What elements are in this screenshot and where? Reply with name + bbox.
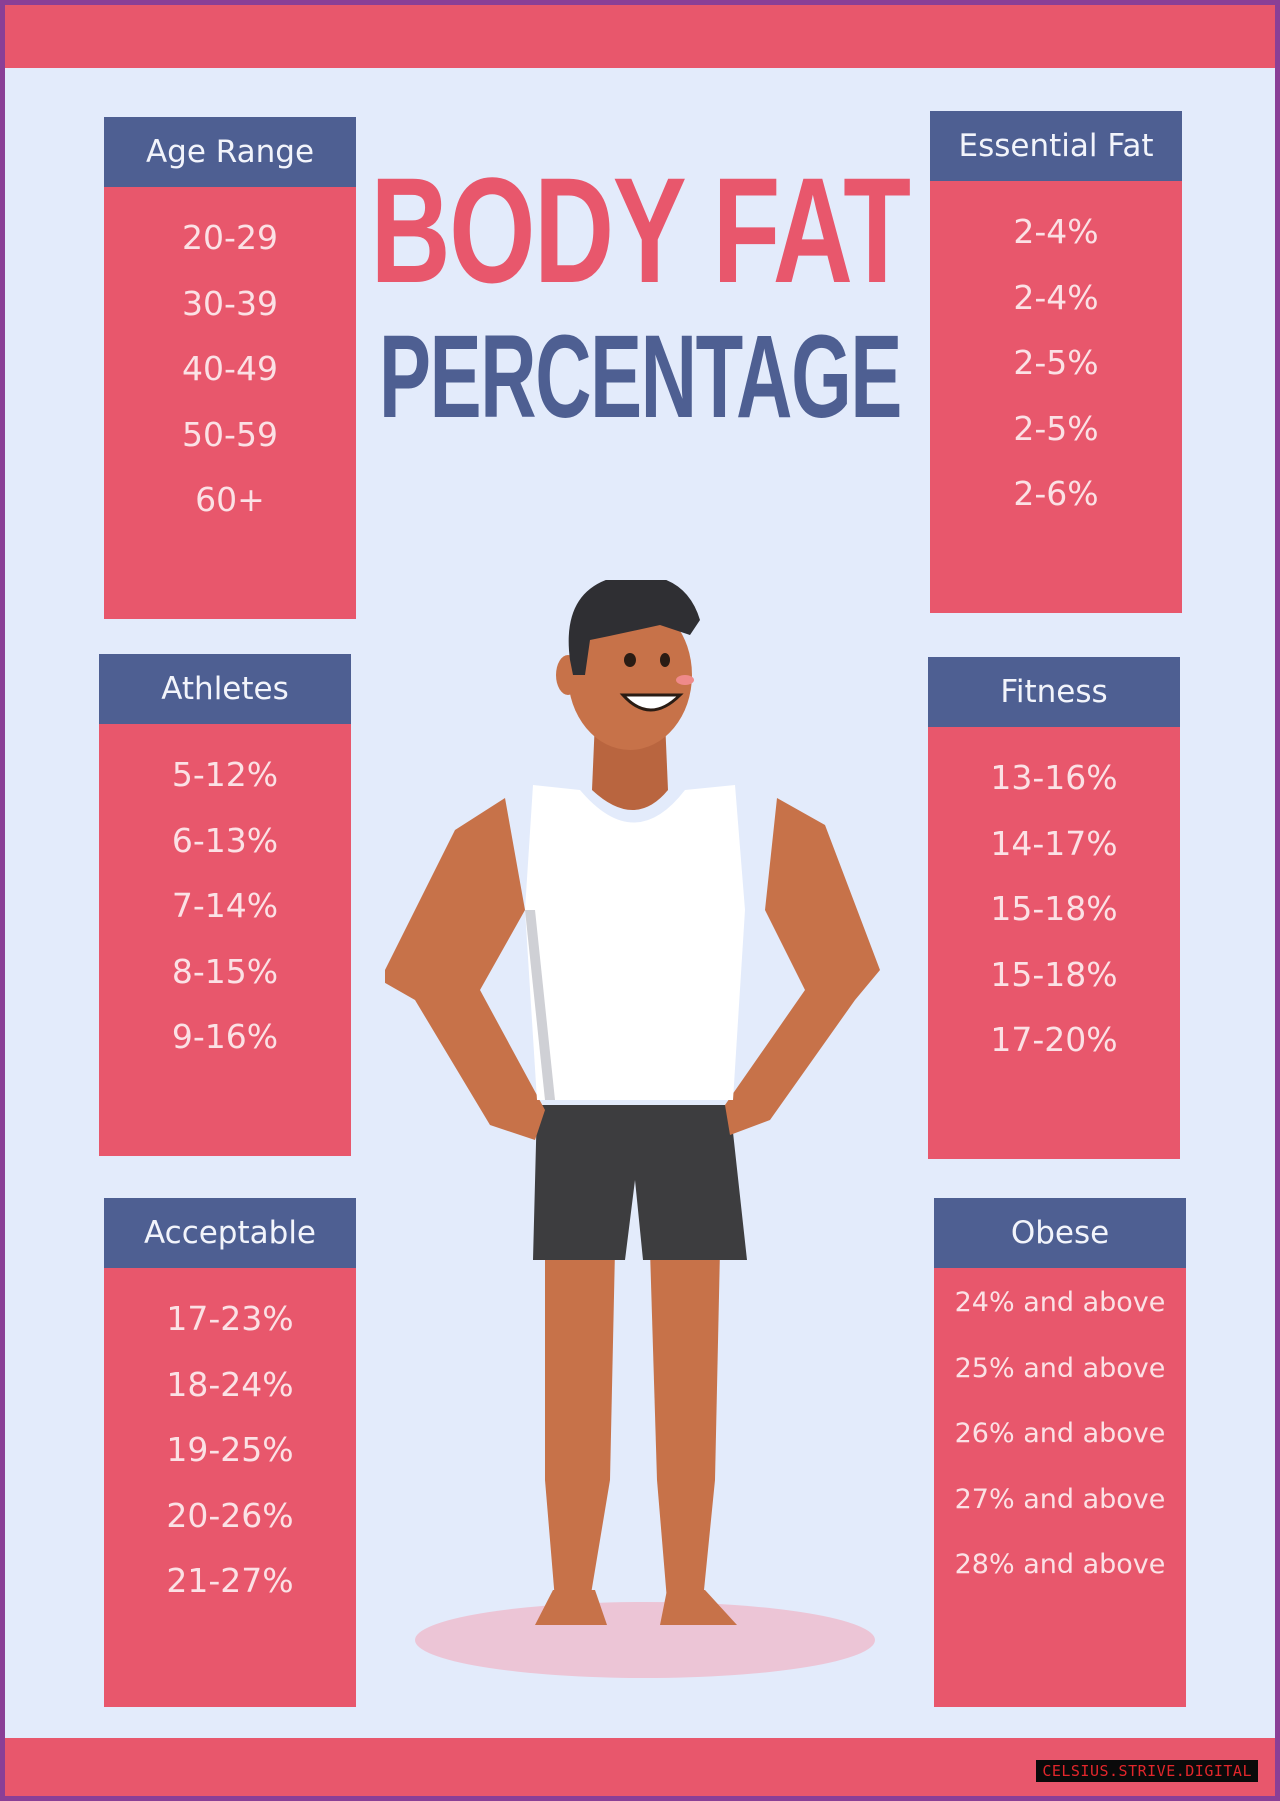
panel-row: 24% and above bbox=[954, 1287, 1166, 1319]
panel-row: 20-26% bbox=[166, 1495, 294, 1535]
panel-row: 13-16% bbox=[990, 758, 1118, 798]
panel-row: 15-18% bbox=[990, 954, 1118, 994]
panel-row: 7-14% bbox=[171, 886, 279, 926]
title-body-fat: BODY FAT bbox=[370, 146, 911, 314]
panel-row: 8-15% bbox=[171, 951, 279, 991]
infographic-page: BODY FAT PERCENTAGE Age Range 20-29 30-3… bbox=[5, 5, 1275, 1796]
panel-row: 15-18% bbox=[990, 889, 1118, 929]
panel-row: 18-24% bbox=[166, 1364, 294, 1404]
title-percentage: PERCENTAGE bbox=[379, 311, 902, 443]
panel-row: 28% and above bbox=[954, 1549, 1166, 1581]
watermark-label: CELSIUS.STRIVE.DIGITAL bbox=[1036, 1760, 1258, 1782]
man-standing-illustration-icon bbox=[385, 580, 880, 1678]
panel-row: 2-4% bbox=[1013, 277, 1099, 317]
panel-row: 6-13% bbox=[171, 820, 279, 860]
panel-row: 19-25% bbox=[166, 1430, 294, 1470]
panel-row: 2-4% bbox=[1013, 212, 1099, 252]
panel-row: 14-17% bbox=[990, 823, 1118, 863]
panel-row: 20-29 bbox=[182, 218, 278, 258]
panel-row: 9-16% bbox=[171, 1017, 279, 1057]
panel-row: 2-5% bbox=[1013, 343, 1099, 383]
panel-acceptable: Acceptable 17-23% 18-24% 19-25% 20-26% 2… bbox=[104, 1198, 356, 1707]
panel-header: Age Range bbox=[104, 117, 356, 187]
panel-obese: Obese 24% and above 25% and above 26% an… bbox=[934, 1198, 1186, 1707]
panel-header: Athletes bbox=[99, 654, 351, 724]
panel-age-range: Age Range 20-29 30-39 40-49 50-59 60+ bbox=[104, 117, 356, 619]
panel-header: Obese bbox=[934, 1198, 1186, 1268]
panel-row: 60+ bbox=[195, 480, 265, 520]
panel-row: 26% and above bbox=[954, 1418, 1166, 1450]
panel-row: 5-12% bbox=[171, 755, 279, 795]
panel-row: 50-59 bbox=[182, 414, 278, 454]
panel-essential-fat: Essential Fat 2-4% 2-4% 2-5% 2-5% 2-6% bbox=[930, 111, 1182, 613]
panel-fitness: Fitness 13-16% 14-17% 15-18% 15-18% 17-2… bbox=[928, 657, 1180, 1159]
top-banner bbox=[5, 5, 1275, 68]
panel-athletes: Athletes 5-12% 6-13% 7-14% 8-15% 9-16% bbox=[99, 654, 351, 1156]
panel-header: Acceptable bbox=[104, 1198, 356, 1268]
panel-row: 27% and above bbox=[954, 1483, 1166, 1515]
panel-row: 17-20% bbox=[990, 1020, 1118, 1060]
panel-row: 21-27% bbox=[166, 1561, 294, 1601]
panel-row: 2-6% bbox=[1013, 474, 1099, 514]
panel-row: 30-39 bbox=[182, 283, 278, 323]
panel-row: 17-23% bbox=[166, 1299, 294, 1339]
panel-row: 25% and above bbox=[954, 1352, 1166, 1384]
panel-row: 40-49 bbox=[182, 349, 278, 389]
panel-row: 2-5% bbox=[1013, 408, 1099, 448]
panel-header: Fitness bbox=[928, 657, 1180, 727]
panel-header: Essential Fat bbox=[930, 111, 1182, 181]
